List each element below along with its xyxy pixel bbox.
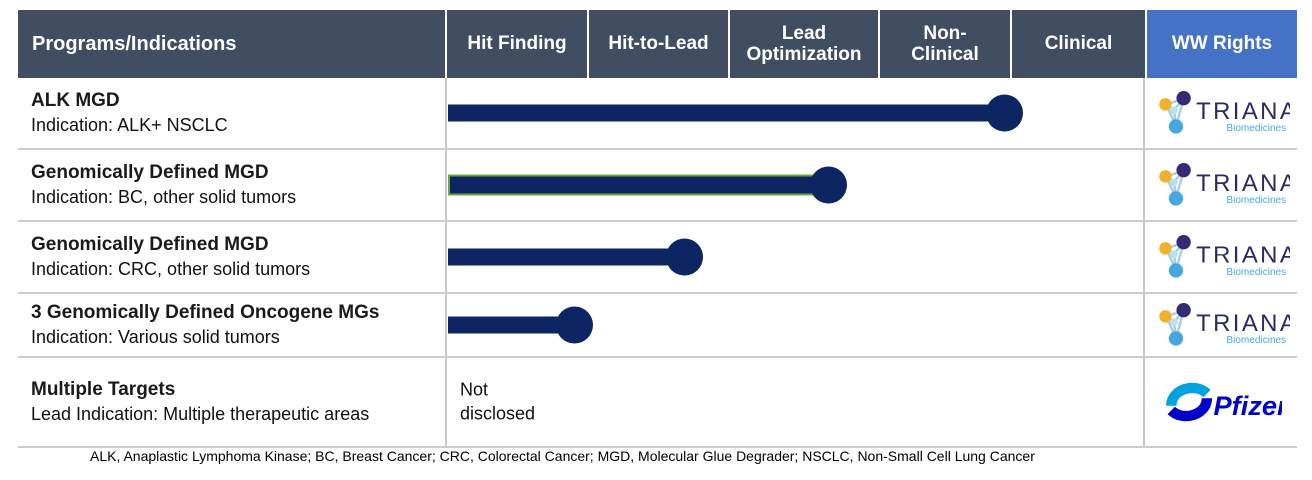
stage-progress-canvas: Not disclosed [445,358,1145,446]
pfizer-swirl-top [1166,382,1211,407]
ww-rights-cell: TRIANA Biomedicines [1145,222,1297,292]
triana-wordmark: TRIANA [1196,310,1290,337]
triana-wordmark: TRIANA [1196,242,1290,269]
ww-rights-cell: Pfizer [1145,358,1297,446]
triana-indigo-node [1176,90,1191,106]
program-indication: Indication: CRC, other solid tumors [31,258,311,279]
program-indication: Lead Indication: Multiple therapeutic ar… [31,403,370,424]
program-indication: Indication: BC, other solid tumors [31,186,297,207]
stage-progress-canvas [445,294,1145,356]
table-row: Genomically Defined MGD Indication: BC, … [18,150,1297,222]
program-cell: 3 Genomically Defined Oncogene MGs Indic… [18,294,445,356]
pfizer-logo: Pfizer [1166,382,1282,422]
triana-sub-wordmark: Biomedicines [1226,195,1286,206]
bar-line [448,104,1005,122]
program-name: Genomically Defined MGD [31,162,269,184]
header-programs: Programs/Indications [18,10,445,78]
bar-endpoint-dot [986,94,1023,132]
bar-line [448,248,685,266]
stage-progress-canvas [445,78,1145,148]
table-row: 3 Genomically Defined Oncogene MGs Indic… [18,294,1297,358]
pipeline-table: Programs/Indications Hit Finding Hit-to-… [18,10,1297,448]
triana-wordmark: TRIANA [1196,98,1290,125]
triana-sub-wordmark: Biomedicines [1226,335,1286,346]
not-disclosed-note: Not disclosed [460,379,536,424]
bar-endpoint-dot [666,238,703,276]
bar-endpoint-dot [810,166,847,204]
header-stage-hit-to-lead: Hit-to-Lead [587,10,728,78]
ww-rights-cell: TRIANA Biomedicines [1145,78,1297,148]
program-cell: Multiple Targets Lead Indication: Multip… [18,358,445,446]
triana-blue-node [1168,119,1184,134]
pfizer-wordmark: Pfizer [1213,390,1282,421]
bar-endpoint-dot [556,306,593,344]
bar-line [448,174,829,196]
triana-logo: TRIANA Biomedicines [1159,90,1290,134]
triana-wordmark: TRIANA [1196,170,1290,197]
program-name: ALK MGD [31,90,120,112]
ww-rights-cell: TRIANA Biomedicines [1145,150,1297,220]
program-indication: Indication: ALK+ NSCLC [31,114,228,135]
bar-line [448,316,575,334]
program-cell: Genomically Defined MGD Indication: BC, … [18,150,445,220]
program-name: 3 Genomically Defined Oncogene MGs [31,302,380,324]
triana-yellow-node [1159,98,1172,111]
table-row: ALK MGD Indication: ALK+ NSCLC TRIANA [18,78,1297,150]
program-cell: ALK MGD Indication: ALK+ NSCLC [18,78,445,148]
abbreviation-footnote: ALK, Anaplastic Lymphoma Kinase; BC, Bre… [90,448,1035,464]
header-stage-hit-finding: Hit Finding [445,10,587,78]
stage-progress-canvas [445,150,1145,220]
pfizer-swirl-bottom [1167,397,1213,422]
triana-logo: TRIANA Biomedicines [1159,302,1290,346]
table-row: Multiple Targets Lead Indication: Multip… [18,358,1297,448]
triana-sub-wordmark: Biomedicines [1226,123,1286,134]
table-header-row: Programs/Indications Hit Finding Hit-to-… [18,10,1297,78]
triana-sub-wordmark: Biomedicines [1226,267,1286,278]
program-name: Genomically Defined MGD [31,234,269,256]
triana-logo: TRIANA Biomedicines [1159,162,1290,206]
header-stage-clinical: Clinical [1010,10,1145,78]
program-indication: Indication: Various solid tumors [31,326,280,347]
header-stage-non-clinical: Non- Clinical [878,10,1010,78]
triana-logo: TRIANA Biomedicines [1159,234,1290,278]
program-name: Multiple Targets [31,379,176,401]
triana-center-node [1170,106,1178,114]
program-cell: Genomically Defined MGD Indication: CRC,… [18,222,445,292]
header-stage-lead-optimization: Lead Optimization [728,10,878,78]
table-row: Genomically Defined MGD Indication: CRC,… [18,222,1297,294]
header-ww-rights: WW Rights [1145,10,1297,78]
ww-rights-cell: TRIANA Biomedicines [1145,294,1297,356]
stage-progress-canvas [445,222,1145,292]
